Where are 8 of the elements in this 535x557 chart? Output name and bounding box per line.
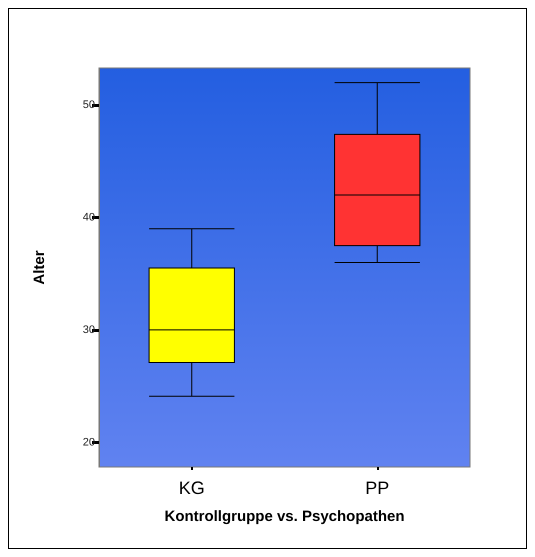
x-tick-label: KG [178, 478, 205, 498]
y-tick-label: 50 [82, 99, 95, 112]
y-axis-title: Alter [31, 250, 48, 285]
x-tick-label: PP [365, 478, 390, 498]
x-axis-title: Kontrollgruppe vs. Psychopathen [164, 508, 405, 525]
y-tick-label: 20 [82, 436, 95, 448]
y-tick-label: 30 [82, 324, 95, 336]
y-tick-label: 40 [82, 211, 95, 224]
